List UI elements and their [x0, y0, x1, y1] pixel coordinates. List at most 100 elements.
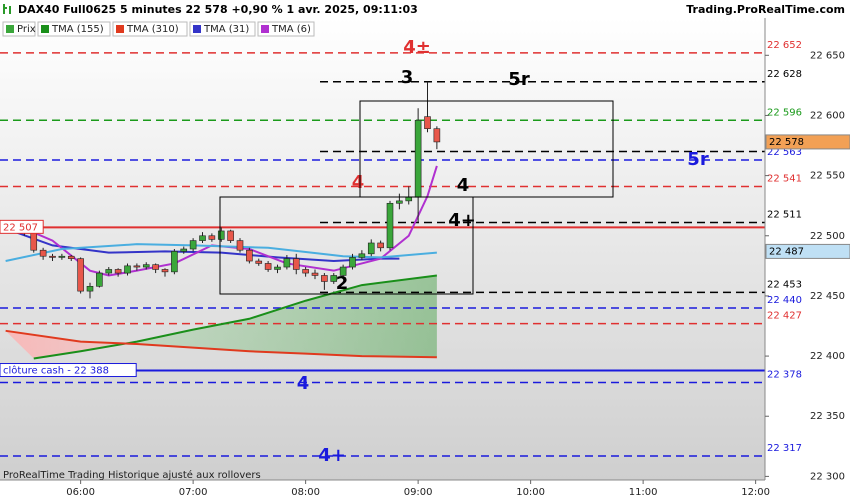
- candle-body: [86, 285, 94, 292]
- candle-body: [171, 251, 178, 273]
- legend-box: [37, 21, 111, 37]
- candle-body: [161, 269, 169, 273]
- candle-body: [302, 269, 309, 274]
- annotation: 3: [401, 67, 414, 88]
- price-tag: [765, 243, 850, 259]
- y-tick-label: 22 300: [810, 471, 845, 482]
- ma-line: [33, 274, 438, 360]
- candle-body: [199, 235, 206, 241]
- level-label: clôture cash - 22 388: [3, 365, 109, 377]
- candle-body: [114, 269, 122, 274]
- x-tick-label: 10:00: [516, 487, 545, 498]
- candle-body: [330, 275, 338, 282]
- candle-body: [133, 265, 141, 268]
- x-tick-label: 09:00: [404, 487, 433, 498]
- level-label: 22 511: [767, 210, 802, 221]
- price-tag-label: 22 578: [769, 137, 804, 148]
- candle-body: [246, 249, 253, 262]
- level-label: 22 378: [767, 370, 802, 381]
- level-label: 22 628: [767, 69, 802, 80]
- legend-box: [189, 21, 256, 37]
- candle-body: [264, 263, 272, 270]
- candle-body: [321, 275, 328, 282]
- candle-body: [49, 255, 56, 258]
- annotation: 2: [336, 273, 349, 294]
- y-tick-label: 22 450: [810, 291, 845, 302]
- y-tick-label: 22 550: [810, 171, 845, 182]
- candle-body: [396, 200, 403, 204]
- candle-body: [67, 255, 75, 259]
- annotation: 4: [352, 172, 365, 193]
- source: Trading.ProRealTime.com: [686, 3, 845, 16]
- ma-line: [5, 243, 437, 263]
- candle-body: [180, 248, 188, 252]
- y-tick-label: 22 600: [810, 110, 845, 121]
- level-label: 22 507: [3, 222, 38, 233]
- annotation: 4: [297, 373, 310, 394]
- x-tick-label: 06:00: [66, 487, 95, 498]
- candle-body: [208, 235, 216, 240]
- zone-box: [359, 100, 614, 198]
- candle-body: [292, 258, 300, 270]
- candle-body: [358, 253, 366, 258]
- candle-body: [274, 266, 281, 270]
- level-label: 22 440: [767, 295, 802, 306]
- x-tick-label: 07:00: [179, 487, 208, 498]
- legend-label: TMA (6): [271, 24, 311, 35]
- y-tick-label: 22 350: [810, 411, 845, 422]
- candle-body: [124, 265, 131, 274]
- legend-box: [257, 21, 315, 37]
- chart-title: DAX40 Full0625 5 minutes 22 578 +0,90 % …: [18, 3, 418, 16]
- x-tick-label: 11:00: [629, 487, 658, 498]
- annotation: 5r: [687, 149, 709, 170]
- x-tick-label: 08:00: [291, 487, 320, 498]
- level-label: 22 317: [767, 443, 802, 454]
- legend-label: TMA (310): [126, 24, 179, 35]
- candle-body: [386, 202, 394, 249]
- candle-body: [227, 230, 234, 241]
- candle-body: [414, 119, 422, 198]
- level-label: 22 652: [767, 40, 802, 51]
- plot-area: [0, 18, 765, 480]
- annotation: 4+: [318, 445, 346, 466]
- legend-swatch: [116, 25, 124, 33]
- candle-body: [339, 266, 347, 276]
- level-label-box: [0, 219, 44, 234]
- candle-body: [105, 269, 113, 274]
- legend-label: TMA (155): [51, 24, 104, 35]
- x-tick-label: 12:00: [741, 487, 770, 498]
- logo-icon: [3, 4, 11, 14]
- ma-line: [5, 329, 437, 359]
- candle-body: [424, 116, 431, 129]
- candle-body: [377, 242, 384, 249]
- candle-body: [189, 240, 197, 250]
- legend-box: [112, 21, 188, 37]
- y-tick-label: 22 500: [810, 231, 845, 242]
- annotation: 5r: [508, 69, 530, 90]
- candle-body: [39, 249, 47, 257]
- legend-label: TMA (31): [203, 24, 249, 35]
- candle-body: [349, 257, 356, 268]
- annotation: 4: [457, 175, 470, 196]
- candle-body: [96, 272, 103, 287]
- level-label: 22 427: [767, 311, 802, 322]
- price-tag: [765, 134, 850, 150]
- candle-body: [152, 264, 159, 270]
- candle-body: [255, 260, 263, 264]
- level-label: 22 563: [767, 147, 802, 158]
- y-tick-label: 22 400: [810, 351, 845, 362]
- candle-body: [142, 264, 150, 268]
- candle-body: [58, 255, 66, 258]
- level-label: 22 541: [767, 173, 802, 184]
- annotation: 4±: [403, 37, 431, 58]
- candle-body: [311, 272, 319, 276]
- header-bar: [0, 0, 850, 18]
- candle-body: [217, 230, 225, 240]
- legend-swatch: [193, 25, 201, 33]
- price-tag-label: 22 487: [769, 246, 804, 257]
- ma-cloud: [5, 275, 437, 359]
- zone-box: [219, 196, 474, 295]
- legend-swatch: [41, 25, 49, 33]
- candle-body: [367, 242, 375, 255]
